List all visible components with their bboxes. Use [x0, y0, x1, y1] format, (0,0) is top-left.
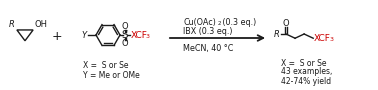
Text: XCF: XCF [314, 34, 331, 43]
Text: 2: 2 [218, 21, 222, 26]
Text: S: S [122, 30, 128, 40]
Text: O: O [122, 39, 128, 48]
Text: XCF: XCF [131, 31, 148, 40]
Text: 43 examples,: 43 examples, [281, 68, 332, 76]
Text: O: O [122, 22, 128, 31]
Text: Cu(OAc): Cu(OAc) [183, 17, 216, 26]
Text: 3: 3 [329, 37, 333, 42]
Text: 42-74% yield: 42-74% yield [281, 76, 331, 86]
Text: R: R [9, 20, 15, 29]
Text: 3: 3 [146, 34, 150, 39]
Text: OH: OH [34, 20, 47, 29]
Text: Y: Y [82, 31, 87, 40]
Text: IBX (0.3 eq.): IBX (0.3 eq.) [183, 26, 232, 35]
Text: MeCN, 40 °C: MeCN, 40 °C [183, 43, 233, 52]
Text: +: + [52, 30, 62, 42]
Text: R: R [274, 30, 280, 39]
Text: X =  S or Se: X = S or Se [83, 61, 129, 70]
Text: O: O [283, 19, 289, 28]
Text: X =  S or Se: X = S or Se [281, 58, 327, 68]
Text: (0.3 eq.): (0.3 eq.) [220, 17, 256, 26]
Text: Y = Me or OMe: Y = Me or OMe [83, 70, 140, 79]
